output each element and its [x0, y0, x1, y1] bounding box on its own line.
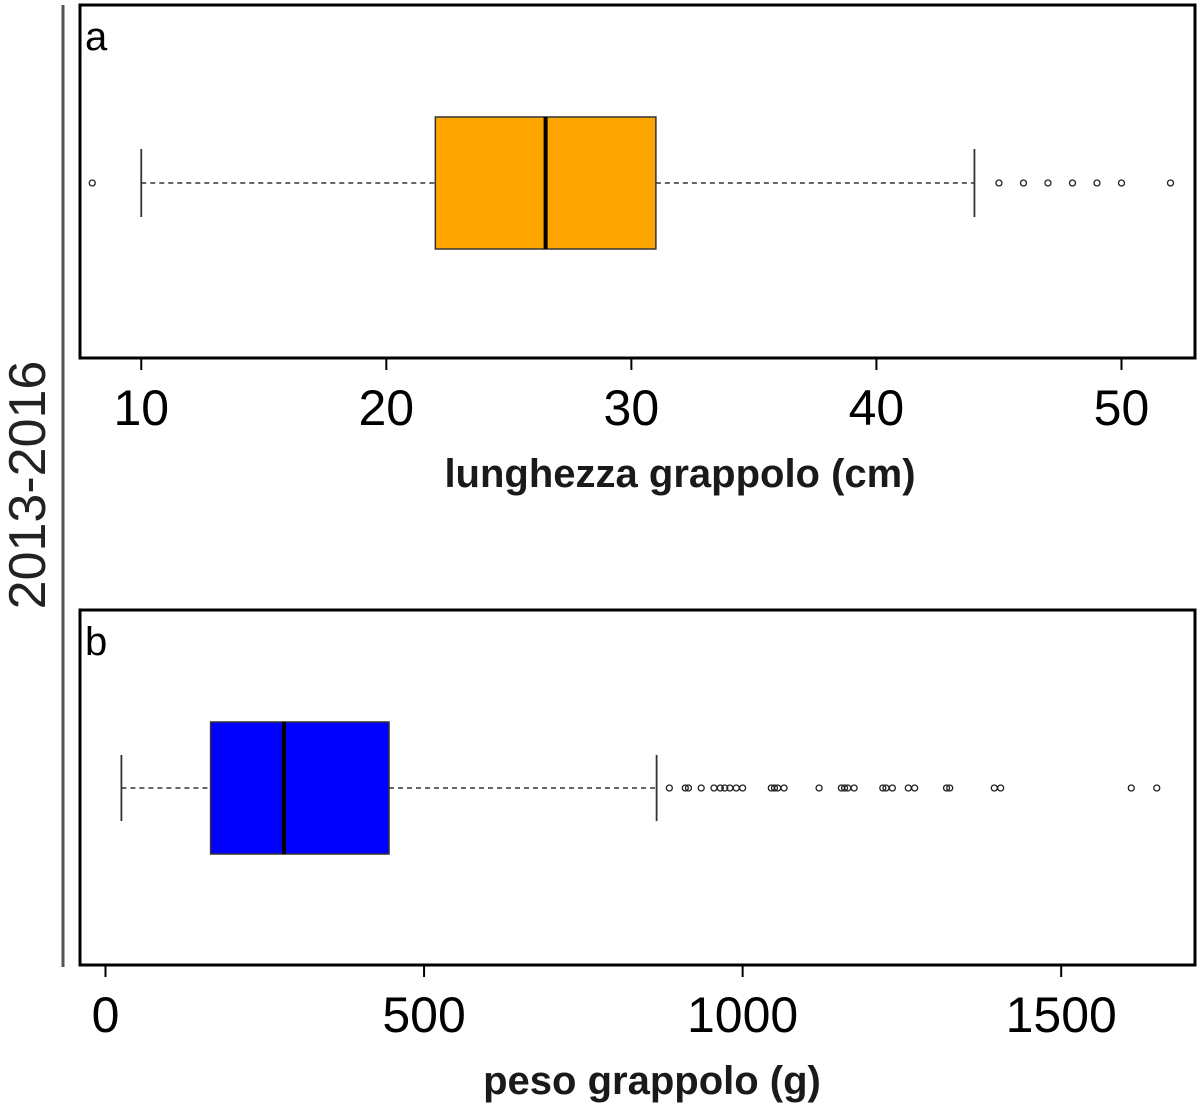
outlier-point	[88, 179, 96, 187]
outlier-point	[684, 784, 693, 792]
panel-b-marks	[120, 721, 1161, 855]
outlier-point	[1153, 784, 1161, 792]
panel-b-letter: b	[85, 620, 107, 664]
x-tick-label: 40	[849, 380, 905, 436]
outlier-point	[904, 784, 912, 792]
iqr-box	[209, 721, 390, 855]
outlier-point	[1166, 179, 1175, 187]
outlier-point	[732, 784, 740, 792]
outlier-point	[1117, 179, 1126, 187]
outlier-point	[815, 784, 823, 792]
outlier-point	[697, 784, 705, 792]
panel-b: b 0 500 1000 1500 peso grappolo (g)	[78, 608, 1197, 1103]
panel-b-frame	[78, 608, 1197, 967]
panel-b-x-axis-title: peso grappolo (g)	[483, 1059, 821, 1103]
outlier-point	[738, 784, 747, 792]
x-tick-label: 30	[604, 380, 660, 436]
outlier-point	[780, 784, 788, 792]
x-tick-label: 0	[92, 987, 120, 1043]
outlier-point	[1093, 179, 1101, 187]
x-tick-label: 500	[382, 987, 465, 1043]
outlier-point	[995, 179, 1003, 187]
outlier-point	[1019, 179, 1028, 187]
outlier-point	[681, 784, 689, 792]
x-tick-label: 20	[359, 380, 415, 436]
panel-a-marks	[88, 116, 1175, 250]
outlier-point	[1068, 179, 1077, 187]
outlier-point	[716, 784, 724, 792]
outlier-point	[997, 784, 1005, 792]
outlier-point	[946, 784, 954, 792]
panel-a: a 10 20 30 40 50 lunghezza grappolo (cm)	[78, 3, 1197, 496]
outlier-point	[850, 784, 858, 792]
panel-a-x-axis: 10 20 30 40 50	[113, 358, 1149, 436]
x-tick-label: 1500	[1006, 987, 1117, 1043]
x-tick-label: 10	[113, 380, 169, 436]
outlier-point	[990, 784, 998, 792]
panel-a-frame	[78, 3, 1197, 360]
outlier-point	[840, 784, 849, 792]
side-label: 2013-2016	[0, 361, 57, 610]
outlier-point	[888, 784, 897, 792]
x-tick-label: 1000	[687, 987, 798, 1043]
outlier-point	[721, 784, 729, 792]
outlier-point	[911, 784, 919, 792]
outlier-point	[665, 784, 674, 792]
panel-a-x-axis-title: lunghezza grappolo (cm)	[444, 452, 915, 496]
outlier-point	[879, 784, 887, 792]
panel-a-letter: a	[85, 15, 108, 59]
outlier-point	[770, 784, 779, 792]
outlier-point	[710, 784, 718, 792]
outlier-point	[1127, 784, 1135, 792]
x-tick-label: 50	[1094, 380, 1150, 436]
panel-b-x-axis: 0 500 1000 1500	[92, 965, 1117, 1043]
outlier-point	[942, 784, 951, 792]
outlier-point	[1044, 179, 1052, 187]
